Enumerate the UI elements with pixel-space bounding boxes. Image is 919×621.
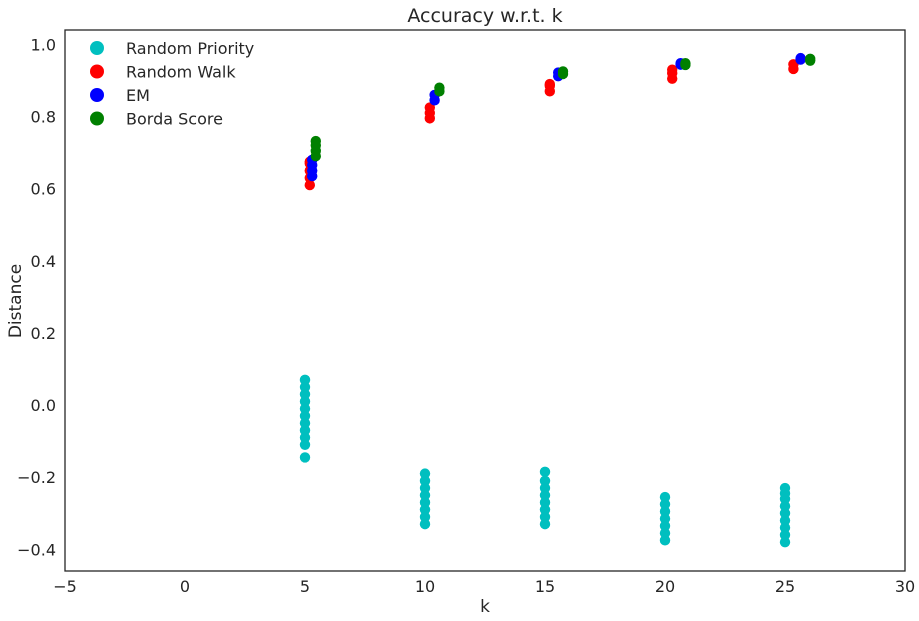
legend-marker — [90, 111, 104, 126]
data-point — [299, 381, 311, 393]
data-point — [539, 511, 551, 523]
data-point — [434, 82, 445, 93]
y-tick-label: 0.6 — [31, 180, 56, 199]
data-point — [659, 513, 671, 524]
data-point — [680, 57, 691, 69]
data-point — [659, 491, 671, 503]
data-point — [659, 535, 671, 546]
data-point — [299, 439, 311, 450]
data-point — [539, 518, 551, 530]
legend-marker — [90, 88, 104, 102]
data-point — [779, 482, 791, 494]
data-point — [419, 490, 431, 501]
data-point — [299, 389, 311, 400]
data-point — [419, 497, 431, 508]
x-tick-label: 5 — [300, 577, 310, 596]
y-tick-label: −0.4 — [17, 540, 56, 559]
x-tick-label: 25 — [775, 577, 795, 596]
x-axis-label: k — [480, 597, 490, 617]
data-point — [304, 179, 315, 191]
legend-label: Random Walk — [126, 63, 236, 82]
y-tick-label: 1.0 — [31, 35, 56, 54]
data-point — [539, 482, 551, 494]
data-point — [419, 482, 431, 494]
data-point — [539, 504, 551, 515]
data-point — [779, 508, 791, 519]
data-point — [659, 499, 671, 510]
y-tick-label: −0.2 — [17, 468, 56, 487]
legend-marker — [90, 41, 104, 55]
x-tick-label: 30 — [895, 577, 915, 596]
axis-ticks: −5 0 5 10 15 20 25 30 −0.4 −0.2 0.0 0.2 0.4 0.6 0.8 1.0 — [17, 35, 915, 596]
data-point — [659, 520, 671, 532]
data-point — [299, 410, 311, 422]
data-point — [779, 536, 791, 548]
x-tick-label: 0 — [180, 577, 190, 596]
plot-frame — [64, 29, 906, 572]
y-tick-label: 0.4 — [31, 252, 56, 271]
data-point — [299, 396, 311, 407]
chart-title: Accuracy w.r.t. k — [407, 5, 562, 27]
data-point — [659, 506, 671, 517]
data-point — [299, 425, 311, 436]
data-point — [539, 497, 551, 508]
data-point — [539, 475, 551, 487]
data-point — [779, 529, 791, 541]
data-point — [779, 500, 791, 512]
legend-marker — [90, 64, 104, 79]
series-random-priority — [299, 374, 791, 548]
data-point — [779, 522, 791, 533]
data-point — [419, 518, 431, 530]
data-point — [299, 374, 311, 386]
data-point — [795, 52, 806, 64]
series-borda-score — [310, 53, 816, 162]
x-tick-label: 10 — [415, 577, 435, 596]
data-point — [557, 66, 569, 77]
y-axis-label: Distance — [6, 264, 26, 338]
legend: Random Priority Random Walk EM Borda Score — [90, 39, 254, 129]
x-tick-label: −5 — [53, 577, 77, 596]
data-point — [805, 53, 816, 65]
data-point — [299, 403, 311, 414]
data-point — [539, 466, 551, 478]
data-point — [419, 511, 431, 523]
y-tick-label: 0.8 — [31, 108, 56, 127]
x-tick-label: 15 — [535, 577, 555, 596]
data-point — [779, 515, 791, 526]
legend-label: EM — [126, 86, 150, 105]
legend-label: Borda Score — [126, 110, 223, 129]
data-point — [419, 475, 431, 487]
data-points — [299, 52, 816, 548]
legend-label: Random Priority — [126, 39, 254, 58]
y-tick-label: 0.2 — [31, 324, 56, 343]
data-point — [299, 417, 311, 429]
data-point — [310, 135, 321, 147]
data-point — [299, 452, 311, 463]
y-tick-label: 0.0 — [31, 396, 56, 415]
data-point — [659, 527, 671, 539]
data-point — [419, 468, 431, 479]
data-point — [544, 78, 555, 90]
data-point — [539, 490, 551, 501]
data-point — [667, 64, 678, 75]
data-point — [299, 432, 311, 443]
data-point — [419, 504, 431, 515]
x-tick-label: 20 — [655, 577, 675, 596]
